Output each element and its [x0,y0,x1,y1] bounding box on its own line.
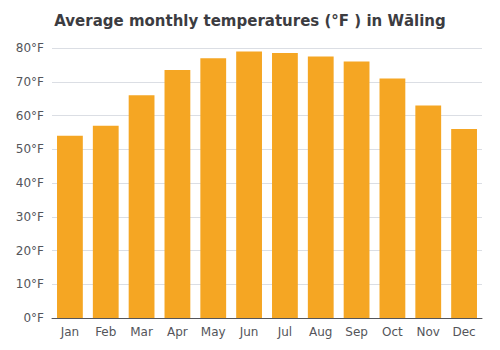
svg-text:Dec: Dec [452,325,475,339]
svg-text:Feb: Feb [95,325,116,339]
svg-text:Mar: Mar [130,325,153,339]
svg-text:50°F: 50°F [16,142,44,156]
svg-text:70°F: 70°F [16,75,44,89]
svg-text:Sep: Sep [345,325,368,339]
svg-text:40°F: 40°F [16,176,44,190]
svg-text:Jan: Jan [60,325,80,339]
svg-text:Jun: Jun [239,325,259,339]
svg-text:0°F: 0°F [23,311,44,325]
svg-text:20°F: 20°F [16,244,44,258]
svg-text:10°F: 10°F [16,277,44,291]
svg-text:May: May [201,325,226,339]
svg-text:Apr: Apr [167,325,188,339]
svg-text:Nov: Nov [417,325,440,339]
svg-text:60°F: 60°F [16,109,44,123]
svg-text:80°F: 80°F [16,41,44,55]
svg-text:Oct: Oct [382,325,403,339]
svg-text:Average monthly temperatures (: Average monthly temperatures (°F ) in Wā… [54,12,446,30]
svg-text:30°F: 30°F [16,210,44,224]
svg-text:Jul: Jul [277,325,292,339]
svg-text:Aug: Aug [309,325,332,339]
